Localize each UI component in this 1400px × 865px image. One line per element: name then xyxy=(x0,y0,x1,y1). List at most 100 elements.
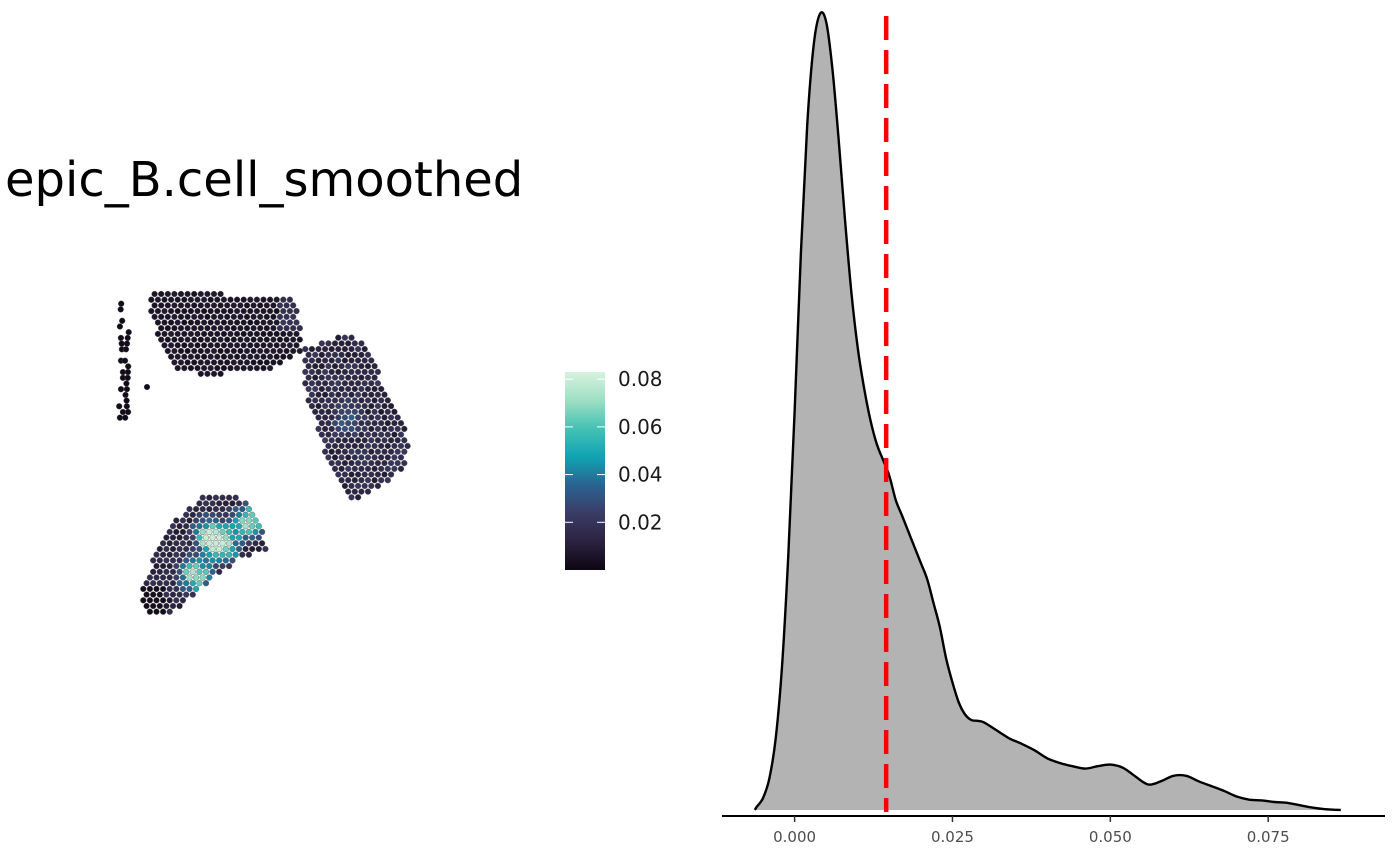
spot-upper-left xyxy=(119,408,127,416)
spot-upper-left xyxy=(270,302,277,309)
spot-right xyxy=(328,403,335,410)
spot-upper-left xyxy=(237,347,244,355)
spot-lower-left xyxy=(173,540,180,547)
spot-upper-left xyxy=(263,325,270,332)
spot-lower-left xyxy=(245,540,253,547)
spot-upper-left xyxy=(280,330,287,338)
spot-lower-left xyxy=(202,534,210,541)
spot-upper-left xyxy=(168,342,175,349)
spot-lower-left xyxy=(189,557,196,564)
spot-upper-left xyxy=(253,365,261,372)
spot-lower-left xyxy=(196,568,203,575)
spot-right xyxy=(312,397,319,404)
spot-right xyxy=(341,437,349,444)
spot-upper-left xyxy=(253,353,261,360)
spot-upper-left xyxy=(273,296,280,303)
colorbar-bar xyxy=(565,372,605,570)
spot-lower-left xyxy=(199,528,206,536)
spot-upper-left xyxy=(247,353,254,360)
spot-lower-left xyxy=(163,602,170,610)
spot-right xyxy=(368,380,375,387)
spot-upper-left xyxy=(194,296,201,303)
spot-right xyxy=(378,431,385,438)
spot-right xyxy=(361,391,368,398)
spot-lower-left xyxy=(186,562,193,570)
spot-right xyxy=(308,368,316,376)
spot-right xyxy=(318,340,325,347)
spot-right xyxy=(371,385,378,393)
spot-upper-left xyxy=(240,319,247,326)
spot-right xyxy=(322,357,329,364)
spot-upper-left xyxy=(257,325,264,332)
spot-right xyxy=(364,465,372,472)
spot-upper-left xyxy=(293,308,300,315)
spot-upper-left xyxy=(234,308,241,315)
spot-upper-left xyxy=(171,290,178,298)
spot-lower-left xyxy=(173,551,180,558)
spot-upper-left xyxy=(224,347,231,355)
spot-lower-left xyxy=(202,580,210,587)
spot-lower-left xyxy=(189,591,196,598)
spot-right xyxy=(348,448,355,455)
spot-lower-left xyxy=(173,517,180,524)
spot-right xyxy=(378,454,385,461)
spot-lower-left xyxy=(242,500,249,507)
spot-right xyxy=(397,465,405,472)
spot-lower-left xyxy=(229,545,236,553)
spot-lower-left xyxy=(160,608,167,615)
spot-upper-left xyxy=(171,336,178,343)
spot-lower-left xyxy=(176,602,183,610)
spot-upper-left xyxy=(227,353,234,360)
spot-right xyxy=(351,374,358,381)
spot-right xyxy=(331,397,339,404)
spot-upper-left xyxy=(227,330,234,338)
spot-right xyxy=(318,385,325,393)
spot-lower-left xyxy=(235,534,243,541)
spot-right xyxy=(338,363,345,370)
spot-right xyxy=(325,374,332,381)
spot-right xyxy=(388,437,395,444)
spot-right xyxy=(325,340,332,347)
spot-upper-left xyxy=(260,365,267,372)
spot-right xyxy=(341,380,349,387)
spot-upper-left xyxy=(273,342,280,349)
spot-right xyxy=(368,471,375,478)
spot-lower-left xyxy=(219,562,226,570)
spot-lower-left xyxy=(156,568,163,575)
spot-upper-left xyxy=(174,296,181,303)
spot-right xyxy=(358,385,365,393)
spot-upper-left xyxy=(118,300,125,307)
spot-lower-left xyxy=(226,506,233,513)
spot-upper-left xyxy=(158,313,165,320)
spot-upper-left xyxy=(247,308,254,315)
spot-upper-left xyxy=(250,359,257,366)
spot-right xyxy=(315,357,322,364)
spot-upper-left xyxy=(201,342,208,349)
spot-lower-left xyxy=(186,551,193,558)
spot-right xyxy=(328,425,335,433)
spot-lower-left xyxy=(235,500,243,507)
spot-upper-left xyxy=(174,319,181,326)
spot-upper-left xyxy=(168,296,175,303)
spot-upper-left xyxy=(253,330,261,338)
spot-right xyxy=(345,385,352,393)
spot-upper-left xyxy=(230,302,237,309)
spot-right xyxy=(358,397,365,404)
spot-upper-left xyxy=(197,347,204,355)
spot-lower-left xyxy=(226,551,233,558)
spot-right xyxy=(345,397,352,404)
spot-lower-left xyxy=(179,574,187,581)
spot-lower-left xyxy=(153,574,160,581)
spot-right xyxy=(371,454,378,461)
spot-upper-left xyxy=(280,353,287,360)
spot-right xyxy=(351,397,358,404)
spot-upper-left xyxy=(240,342,247,349)
spot-lower-left xyxy=(153,608,160,615)
spot-upper-left xyxy=(201,353,208,360)
spot-upper-left xyxy=(171,359,178,366)
spot-right xyxy=(325,397,332,404)
spot-right xyxy=(374,437,382,444)
spot-upper-left xyxy=(220,308,228,315)
spot-lower-left xyxy=(239,506,246,513)
spot-upper-left xyxy=(267,365,274,372)
